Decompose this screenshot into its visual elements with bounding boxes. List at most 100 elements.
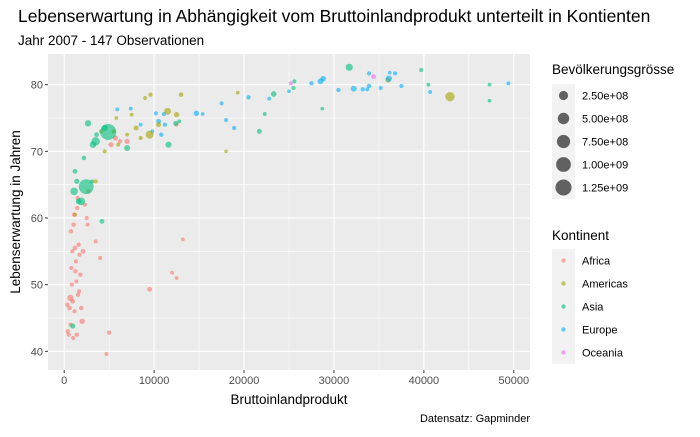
data-point-europe [309,81,314,86]
size-legend-circle [555,179,572,196]
data-point-asia [256,128,262,134]
chart-subtitle: Jahr 2007 - 147 Observationen [18,33,204,48]
data-point-asia [165,141,172,148]
data-point-asia [94,132,99,138]
data-point-europe [336,87,341,93]
data-point-africa [124,138,130,144]
data-point-africa [65,329,70,334]
size-legend-label: 2.50e+08 [582,91,628,103]
x-tick-label: 30000 [319,375,350,387]
size-legend-label: 7.50e+08 [582,137,628,149]
x-tick-label: 0 [61,375,67,387]
y-tick-label: 70 [31,146,43,158]
data-point-americas [145,130,154,139]
color-legend-dot [561,281,566,286]
y-tick-label: 60 [31,213,43,225]
color-legend-dot [561,350,566,355]
data-point-africa [71,335,76,341]
y-axis-label: Lebenserwartung in Jahren [8,130,23,294]
data-point-americas [138,135,143,141]
data-point-europe [219,101,224,106]
data-point-asia [345,63,353,71]
data-point-africa [78,272,83,277]
data-point-africa [67,294,74,302]
data-point-asia [426,82,431,87]
data-point-americas [156,122,162,128]
data-point-europe [115,107,120,112]
data-point-africa [71,222,76,227]
data-point-africa [147,286,153,292]
data-point-africa [65,302,70,307]
data-point-americas [102,149,107,154]
data-point-asia [173,120,179,126]
color-legend-label: Oceania [582,348,624,360]
data-point-americas [178,92,184,97]
color-legend-title: Kontinent [552,228,609,243]
data-point-americas [173,111,180,118]
color-legend-label: Africa [582,256,611,268]
data-point-europe [153,111,158,116]
data-point-africa [71,212,77,217]
data-point-africa [170,270,175,275]
data-point-europe [428,90,433,94]
data-point-americas [164,107,172,115]
data-point-europe [387,70,392,75]
data-point-asia [84,120,92,127]
x-tick-label: 50000 [499,375,530,387]
data-points [65,63,511,356]
data-point-americas [116,142,121,147]
data-point-africa [74,279,79,284]
data-point-oceania [288,81,293,86]
data-point-asia [81,155,87,161]
data-point-europe [317,78,324,85]
chart-caption: Datensatz: Gapminder [420,413,530,425]
data-point-africa [72,309,77,314]
data-point-asia [262,112,267,116]
data-point-europe [162,122,168,127]
data-point-asia [72,168,78,174]
data-point-asia [100,124,117,140]
data-point-africa [74,332,79,337]
data-point-asia [270,91,277,97]
data-point-europe [393,71,398,76]
data-point-americas [143,96,148,100]
data-point-asia [74,178,80,184]
color-legend-dot [561,258,566,263]
data-point-oceania [371,74,376,80]
data-point-africa [69,265,74,271]
size-legend: Bevölkerungsgrösse 2.50e+08 5.00e+08 7.50e… [552,62,674,199]
data-point-asia [292,79,297,84]
size-legend-circle [557,112,570,125]
data-point-asia [91,137,100,146]
color-legend-label: Asia [582,302,604,314]
data-point-europe [128,106,133,111]
size-legend-label: 1.00e+09 [582,160,628,172]
x-axis-label: Bruttoinlandprodukt [230,392,347,407]
data-point-africa [80,248,86,254]
color-legend-label: Europe [582,325,617,337]
color-legend-keys: Africa Americas Asia Europe Oceania [552,249,628,364]
x-tick-label: 40000 [409,375,440,387]
data-point-africa [77,252,82,257]
size-legend-label: 1.25e+09 [582,183,628,195]
y-tick-label: 80 [31,80,43,92]
data-point-europe [378,86,383,90]
grid-lines [48,54,530,370]
data-point-asia [320,106,325,111]
data-point-europe [246,95,251,100]
data-point-africa [76,242,81,247]
data-point-africa [98,255,103,261]
data-point-americas [129,112,134,117]
x-axis-ticks: 0 10000 20000 30000 40000 50000 [61,370,529,387]
data-point-africa [70,249,75,254]
data-point-americas [235,90,240,95]
data-point-asia [291,85,296,91]
data-point-africa [67,305,72,311]
x-tick-label: 20000 [229,375,260,387]
data-point-americas [445,92,455,102]
x-tick-label: 10000 [139,375,170,387]
data-point-africa [181,237,185,242]
data-point-africa [73,259,79,264]
data-point-europe [267,96,272,101]
